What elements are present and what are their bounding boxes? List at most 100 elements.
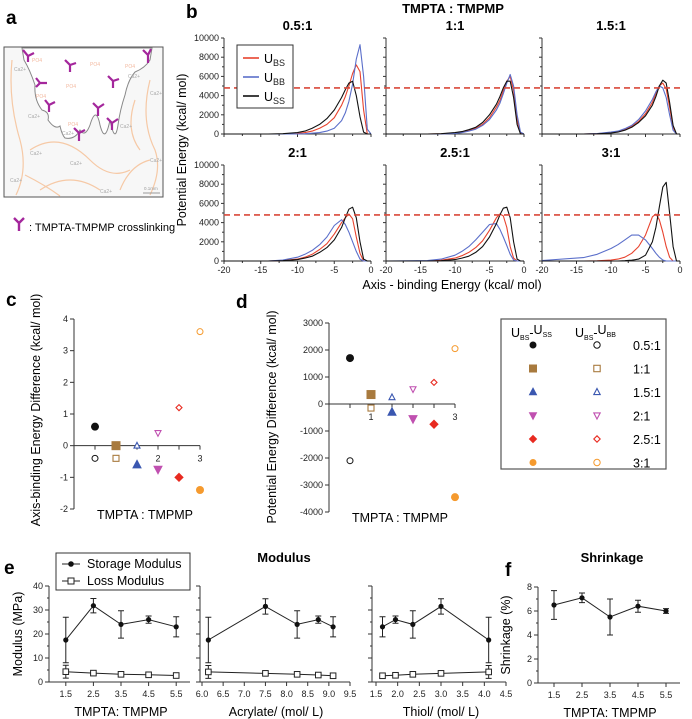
y-tick-label: 0 — [38, 677, 43, 687]
x-tick-label: 3.5 — [115, 689, 128, 699]
x-axis-label: Acrylate/ (mol/ L) — [229, 705, 323, 719]
legend-marker-open — [593, 458, 601, 467]
y-tick-label: -1000 — [300, 426, 323, 436]
legend-header-part: - — [529, 326, 533, 340]
legend-header-part: U — [534, 323, 543, 337]
series-line-uss — [224, 80, 371, 135]
legend-ratio-label: 3:1 — [633, 457, 650, 471]
data-point — [437, 670, 445, 677]
data-point — [315, 617, 321, 623]
data-point — [205, 668, 212, 676]
legend-header-part: SS — [543, 332, 553, 339]
legend-marker-open — [593, 435, 601, 443]
y-tick-label: 6000 — [199, 71, 219, 81]
legend-marker-filled — [528, 434, 538, 444]
legend-subscript: SS — [273, 96, 285, 106]
data-point — [635, 603, 641, 609]
x-tick-label: -20 — [217, 265, 230, 275]
y-tick-label: 6000 — [199, 198, 219, 208]
data-point-bs-ss — [346, 354, 354, 363]
y-tick-label: 10000 — [194, 160, 219, 170]
y-tick-label: 1 — [63, 409, 68, 419]
ion-po: PO4 — [36, 94, 46, 100]
ion-ca: Ca2+ — [100, 189, 112, 195]
data-point — [205, 637, 211, 643]
series-line-ubs — [386, 75, 525, 135]
data-point-bs-ss — [132, 459, 142, 469]
legend-ratio-label: 0.5:1 — [633, 339, 661, 353]
data-point — [410, 621, 416, 628]
data-point — [551, 602, 557, 608]
y-tick-label: 10 — [33, 653, 43, 663]
y-tick-label: 2000 — [303, 345, 323, 355]
energy-subplot: 1:1 — [383, 18, 525, 137]
y-tick-label: -1 — [60, 472, 68, 482]
data-point — [62, 668, 70, 675]
x-tick-label: -15 — [570, 265, 583, 275]
energy-subplot: 0.5:1 0 2000 4000 6000 8000 10000 — [194, 18, 372, 139]
y-tick-label: 8 — [527, 582, 532, 592]
data-point-bs-ss — [91, 422, 99, 431]
y-tick-label: 30 — [33, 605, 43, 615]
x-tick-label: 0 — [368, 265, 373, 275]
x-tick-label: -15 — [414, 265, 427, 275]
legend-subscript: BB — [273, 77, 285, 87]
ion-ca: Ca2+ — [150, 158, 162, 164]
x-tick-label: 0 — [677, 265, 682, 275]
subplot-title: 2.5:1 — [440, 145, 470, 160]
legend-header-part: U — [511, 326, 520, 340]
y-tick-label: -2000 — [300, 453, 323, 463]
series-line-ubb — [224, 219, 371, 262]
legend-box — [55, 552, 191, 591]
data-point-bs-bb — [175, 403, 183, 412]
legend-ratio-label: 2.5:1 — [633, 433, 661, 447]
y-tick-label: 0 — [214, 129, 219, 139]
legend-header-part: U — [575, 326, 584, 340]
x-tick-label: -5 — [641, 265, 649, 275]
legend-marker-open — [593, 341, 601, 349]
panel-e-title: Modulus — [257, 550, 310, 565]
crosslink-icons — [22, 48, 152, 141]
data-point — [663, 608, 669, 614]
legend-header: UBS-USS — [511, 323, 552, 342]
y-tick-label: 0 — [318, 399, 323, 409]
x-tick-label: -20 — [535, 265, 548, 275]
mineral-surface — [21, 47, 153, 139]
y-tick-label: 4 — [63, 314, 68, 324]
y-tick-label: 4000 — [199, 218, 219, 228]
x-tick-label: -10 — [604, 265, 617, 275]
data-point-bs-bb — [196, 328, 204, 336]
data-point — [486, 637, 492, 643]
legend-header-part: BS — [520, 335, 530, 342]
panel-b-ylabel: Potential Energy (kcal/ mol) — [175, 74, 189, 227]
data-point-bs-bb — [451, 345, 459, 353]
data-point — [607, 614, 613, 620]
modulus-chart: 1.5 2.0 2.5 3.0 3.5 4.0 4.5 Thiol/ (mol/ L) — [368, 585, 512, 719]
data-point — [118, 621, 124, 628]
panel-label-b: b — [186, 2, 198, 23]
x-tick-label: 8.0 — [280, 689, 293, 699]
panel-a-illustration: Ca2+ Ca2+ Ca2+ Ca2+ Ca2+ Ca2+ Ca2+ Ca2+ … — [3, 46, 175, 234]
y-tick-label: 0 — [63, 441, 68, 451]
legend-marker-filled — [529, 459, 537, 466]
x-tick-label: 0 — [521, 265, 526, 275]
panel-b-xlabel: Axis - binding Energy (kcal/ mol) — [362, 278, 541, 292]
y-tick-label: 4000 — [199, 91, 219, 101]
data-point-bs-bb — [346, 457, 354, 465]
series-line-ubb — [542, 85, 680, 135]
x-tick-label: -10 — [448, 265, 461, 275]
y-tick-label: 6 — [527, 606, 532, 616]
legend-label-storage: Storage Modulus — [87, 557, 182, 571]
legend-marker-storage — [68, 561, 74, 567]
data-point — [330, 624, 336, 630]
x-tick-label: 1.5 — [548, 690, 561, 700]
x-tick-label: 9.0 — [323, 689, 336, 699]
series-line-ubs — [542, 213, 680, 262]
data-point-bs-bb — [133, 441, 141, 449]
series-line-ubb — [224, 44, 372, 135]
data-point-bs-bb — [367, 404, 375, 412]
legend-ratio-label: 1.5:1 — [633, 386, 661, 400]
energy-legend: U BSU BBU SS — [236, 44, 294, 109]
